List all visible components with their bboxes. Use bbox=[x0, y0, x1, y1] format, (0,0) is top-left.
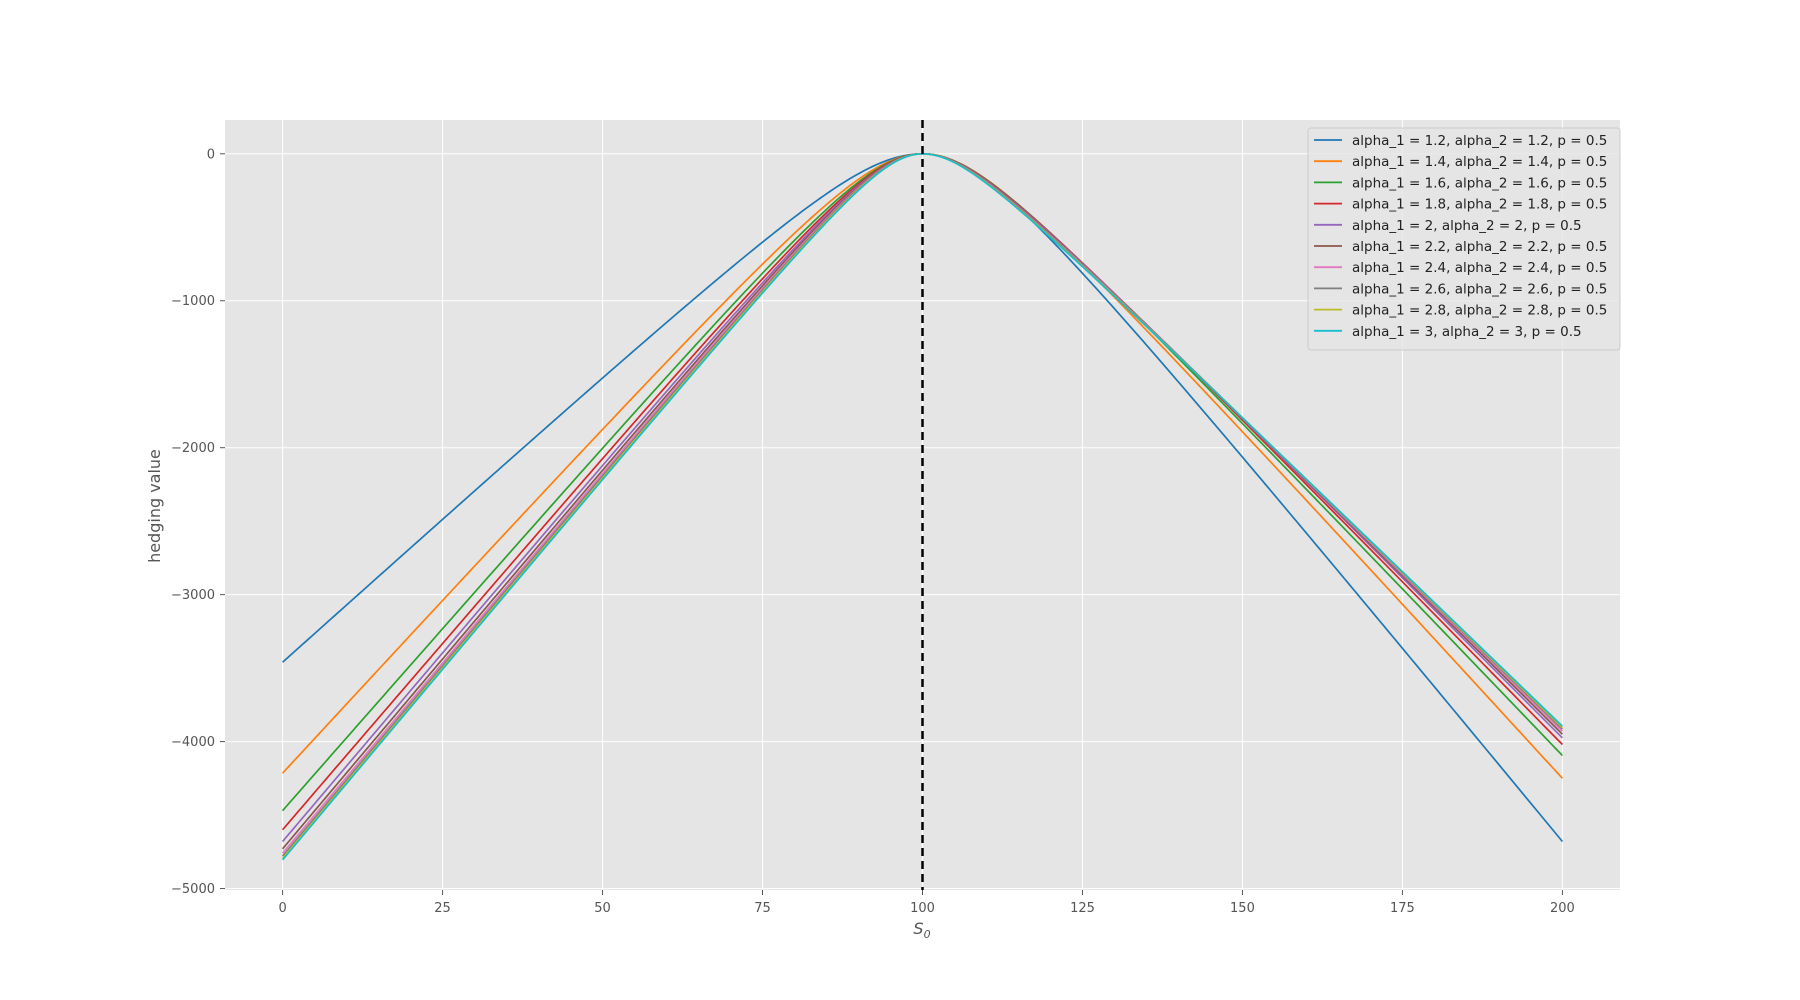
legend-entry: alpha_1 = 2.4, alpha_2 = 2.4, p = 0.5 bbox=[1352, 260, 1607, 276]
x-tick-label: 50 bbox=[594, 901, 611, 916]
x-axis-label: S0 bbox=[913, 919, 930, 941]
y-axis-ticks: 0 −1000 −2000 −3000 −4000 −5000 bbox=[171, 147, 225, 897]
x-tick-label: 75 bbox=[754, 901, 771, 916]
legend-entry: alpha_1 = 1.6, alpha_2 = 1.6, p = 0.5 bbox=[1352, 175, 1607, 191]
legend: alpha_1 = 1.2, alpha_2 = 1.2, p = 0.5 alp… bbox=[1307, 127, 1621, 351]
legend-entry: alpha_1 = 3, alpha_2 = 3, p = 0.5 bbox=[1352, 324, 1582, 340]
y-tick-label: −4000 bbox=[171, 735, 215, 750]
x-tick-label: 0 bbox=[278, 901, 286, 916]
y-axis-label: hedging value bbox=[145, 449, 164, 563]
x-tick-label: 150 bbox=[1230, 901, 1255, 916]
x-tick-label: 100 bbox=[910, 901, 935, 916]
y-tick-label: 0 bbox=[207, 147, 215, 162]
legend-entry: alpha_1 = 2.2, alpha_2 = 2.2, p = 0.5 bbox=[1352, 239, 1607, 255]
legend-entry: alpha_1 = 2, alpha_2 = 2, p = 0.5 bbox=[1352, 218, 1582, 234]
y-tick-label: −3000 bbox=[171, 588, 215, 603]
legend-entry: alpha_1 = 1.4, alpha_2 = 1.4, p = 0.5 bbox=[1352, 154, 1607, 170]
legend-entry: alpha_1 = 2.6, alpha_2 = 2.6, p = 0.5 bbox=[1352, 281, 1607, 297]
legend-box bbox=[1307, 127, 1621, 351]
x-axis-ticks: 0 25 50 75 100 125 150 175 200 bbox=[278, 890, 1575, 916]
x-tick-label: 200 bbox=[1550, 901, 1575, 916]
legend-entry: alpha_1 = 1.2, alpha_2 = 1.2, p = 0.5 bbox=[1352, 133, 1607, 149]
x-tick-label: 125 bbox=[1070, 901, 1095, 916]
x-tick-label: 25 bbox=[434, 901, 451, 916]
y-tick-label: −2000 bbox=[171, 441, 215, 456]
y-tick-label: −5000 bbox=[171, 882, 215, 897]
x-tick-label: 175 bbox=[1390, 901, 1415, 916]
x-axis-label-main: S bbox=[913, 919, 923, 938]
y-tick-label: −1000 bbox=[171, 294, 215, 309]
x-axis-label-subscript: 0 bbox=[924, 928, 931, 941]
legend-entry: alpha_1 = 1.8, alpha_2 = 1.8, p = 0.5 bbox=[1352, 197, 1607, 213]
legend-entry: alpha_1 = 2.8, alpha_2 = 2.8, p = 0.5 bbox=[1352, 303, 1607, 319]
